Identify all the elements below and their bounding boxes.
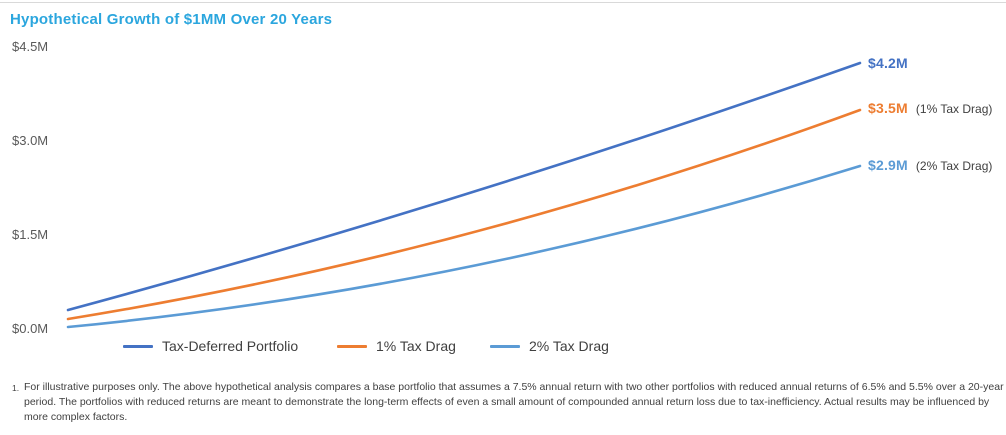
legend-line-swatch [490,344,520,348]
series-end-value: $2.9M [868,157,908,173]
footnote-text: For illustrative purposes only. The abov… [24,381,1004,423]
y-axis-tick-label: $1.5M [12,227,49,242]
legend-label: Tax-Deferred Portfolio [162,338,299,354]
series-line-tax-deferred-portfolio [66,61,862,312]
series-end-value: $3.5M [868,100,908,116]
line-chart-plot [66,61,862,329]
series-end-label-1pct-tax-drag: $3.5M (1% Tax Drag) [868,100,992,118]
series-end-label-2pct-tax-drag: $2.9M (2% Tax Drag) [868,157,992,175]
y-axis-tick-label: $0.0M [12,321,49,336]
legend-item-2pct-tax-drag: 2% Tax Drag [490,336,609,356]
legend-label: 1% Tax Drag [376,338,456,354]
y-axis-tick-label: $3.0M [12,133,49,148]
series-end-note: (1% Tax Drag) [915,102,993,116]
legend-line-swatch [337,344,367,348]
chart-title: Hypothetical Growth of $1MM Over 20 Year… [10,11,333,28]
legend-label: 2% Tax Drag [529,338,609,354]
chart-legend: Tax-Deferred Portfolio 1% Tax Drag 2% Ta… [0,336,1006,356]
series-end-value: $4.2M [868,55,908,71]
series-line-1pct-tax-drag [66,108,862,321]
footnote-number: 1. [12,383,20,393]
legend-line-swatch [123,344,153,348]
top-divider [0,2,1006,3]
footnote: 1. For illustrative purposes only. The a… [10,380,1006,425]
series-end-label-tax-deferred: $4.2M [868,55,916,73]
y-axis-tick-label: $4.5M [12,39,49,54]
series-line-2pct-tax-drag [66,164,862,329]
series-end-note: (2% Tax Drag) [915,159,993,173]
legend-item-tax-deferred: Tax-Deferred Portfolio [123,336,298,356]
legend-item-1pct-tax-drag: 1% Tax Drag [337,336,456,356]
